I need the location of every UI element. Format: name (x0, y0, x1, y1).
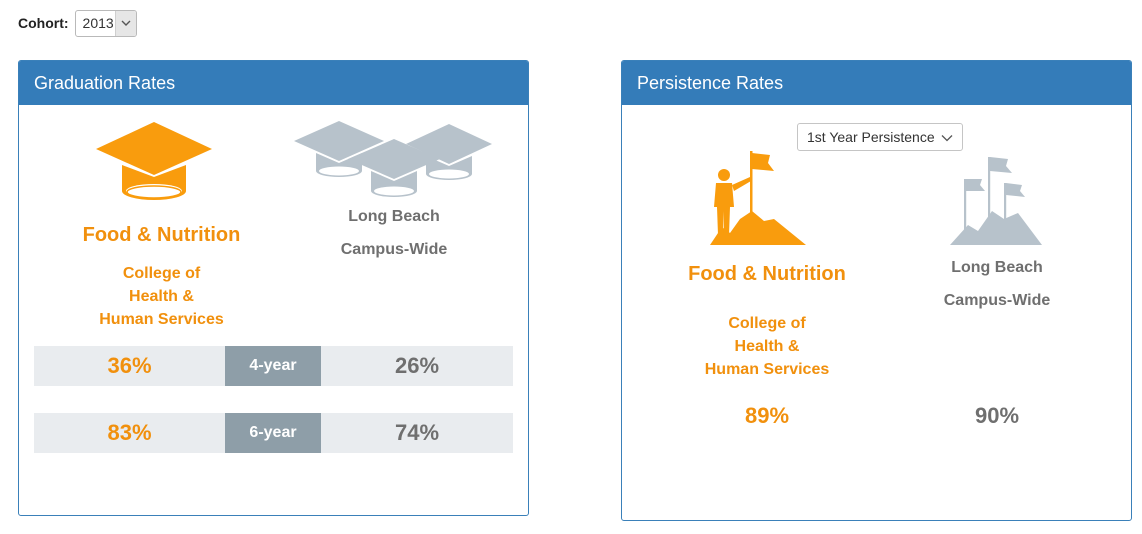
grad-program-name: Food & Nutrition (82, 224, 241, 246)
cohort-filter: Cohort: 2013 (18, 9, 137, 37)
persistence-type-select[interactable]: 1st Year Persistence (797, 123, 963, 151)
pers-college-line-1: College of (728, 315, 806, 332)
grad-college-line-2: Health & (129, 288, 194, 305)
grad-6yr-label: 6-year (225, 413, 321, 453)
chevron-down-icon (121, 20, 131, 26)
chevron-down-icon (941, 135, 953, 142)
grad-row-6-year: 83% 6-year 74% (34, 413, 513, 453)
cohort-dropdown-toggle[interactable] (114, 10, 136, 36)
pers-college-name: College of Health & Human Services (672, 312, 862, 381)
pers-campus-rate: 90% (974, 403, 1020, 428)
person-flag-mountain-icon (710, 151, 806, 245)
graduation-cap-icon (96, 122, 212, 200)
cohort-selected-value: 2013 (82, 14, 114, 31)
grad-4yr-label: 4-year (225, 346, 321, 386)
pers-campus-line-1: Long Beach (951, 259, 1043, 276)
pers-college-line-2: Health & (734, 338, 800, 355)
graduation-panel-title: Graduation Rates (19, 61, 528, 105)
pers-program-rate: 89% (744, 403, 790, 428)
pers-college-line-3: Human Services (704, 361, 830, 378)
grad-campus-line-1: Long Beach (348, 208, 440, 225)
flags-mountain-icon (950, 157, 1042, 245)
cohort-select[interactable]: 2013 (74, 9, 137, 37)
graduation-rates-panel: Graduation Rates Food & Nutrition Colleg… (18, 60, 529, 516)
grad-college-line-3: Human Services (99, 311, 224, 328)
grad-row-4-year: 36% 4-year 26% (34, 346, 513, 386)
cohort-label: Cohort: (18, 15, 69, 31)
grad-college-line-1: College of (122, 265, 201, 282)
pers-program-name: Food & Nutrition (688, 263, 846, 285)
grad-4yr-campus-rate: 26% (394, 353, 440, 378)
grad-college-name: College of Health & Human Services (69, 262, 254, 331)
grad-4yr-program-rate: 36% (107, 353, 152, 378)
grad-6yr-program-rate: 83% (107, 420, 152, 445)
grad-6yr-campus-rate: 74% (394, 420, 440, 445)
persistence-selected-value: 1st Year Persistence (807, 129, 935, 145)
persistence-rates-panel: Persistence Rates 1st Year Persistence F… (621, 60, 1132, 521)
persistence-panel-title: Persistence Rates (622, 61, 1131, 105)
grad-campus-line-2: Campus-Wide (340, 241, 448, 258)
graduation-caps-group-icon (294, 121, 492, 197)
pers-campus-line-2: Campus-Wide (943, 292, 1051, 309)
